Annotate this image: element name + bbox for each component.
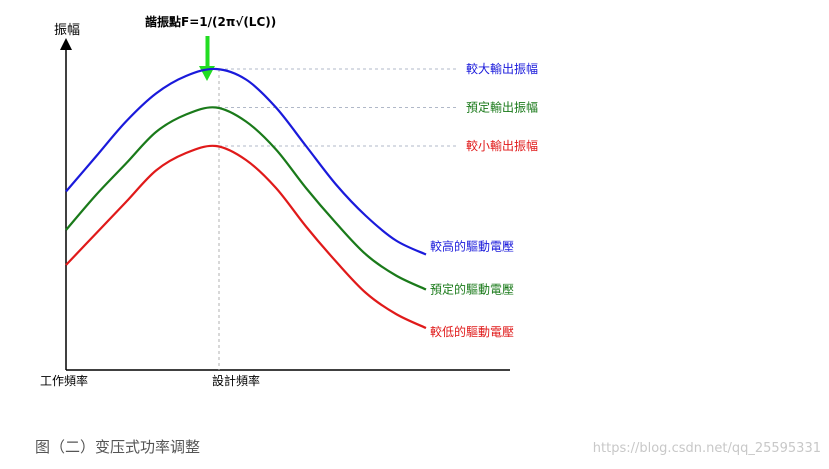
y-axis-label: 振幅 [54,23,80,38]
amplitude-level-label: 預定輸出振幅 [466,100,538,115]
resonance-arrow [199,36,215,81]
resonance-chart: 振幅 工作頻率 設計頻率 諧振點F=1/(2π√(LC)) 較大輸出振幅較高的驅… [40,14,538,388]
chart-title: 諧振點F=1/(2π√(LC)) [145,14,276,29]
series-label: 預定的驅動電壓 [430,282,514,297]
amplitude-level-label: 較小輸出振幅 [466,138,538,153]
series-line [65,67,427,256]
amplitude-level-label: 較大輸出振幅 [466,61,538,76]
watermark: https://blog.csdn.net/qq_25595331 [592,441,821,456]
x-axis-label: 工作頻率 [40,373,88,388]
figure-caption: 图（二）变压式功率调整 [35,438,201,456]
series-line [65,106,427,291]
series-line [65,144,427,329]
series-label: 較低的驅動電壓 [430,324,514,339]
series-label: 較高的驅動電壓 [430,239,514,254]
design-frequency-label: 設計頻率 [212,373,260,388]
